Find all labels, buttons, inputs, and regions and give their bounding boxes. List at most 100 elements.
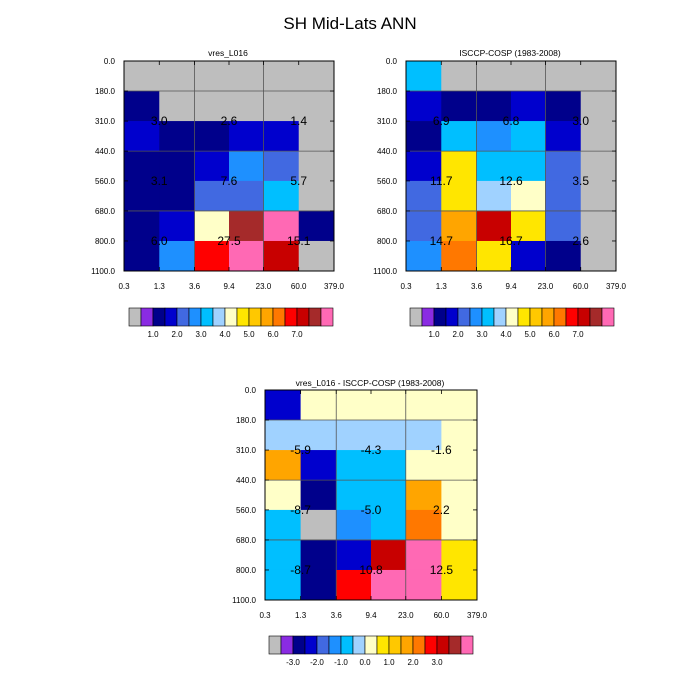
colorbar-label: 2.0 xyxy=(452,330,464,339)
heatmap-cell xyxy=(476,151,512,182)
x-tick-label: 60.0 xyxy=(573,282,589,291)
group-value-label: 6.0 xyxy=(151,234,168,248)
heatmap-cell xyxy=(476,210,512,242)
heatmap-cell xyxy=(441,240,477,272)
colorbar-label: -1.0 xyxy=(334,658,348,667)
heatmap-cell xyxy=(229,180,264,212)
heatmap-cell xyxy=(229,61,264,92)
heatmap-cell xyxy=(545,180,582,212)
colorbar-swatch xyxy=(436,635,450,655)
colorbar: -3.0 -2.0 -1.0 0.0 1.0 2.0 3.0 xyxy=(268,635,474,667)
x-tick-label: 60.0 xyxy=(434,611,450,620)
group-value-label: -5.9 xyxy=(290,443,311,457)
x-tick-label: 379.0 xyxy=(467,611,488,620)
group-value-label: 15.1 xyxy=(287,234,311,248)
heatmap-cell xyxy=(580,121,617,152)
colorbar-swatch xyxy=(400,635,414,655)
heatmap-cell xyxy=(406,180,442,212)
group-value-label: 3.5 xyxy=(572,174,589,188)
y-tick-label: 680.0 xyxy=(377,207,398,216)
heatmap-cell xyxy=(194,121,230,152)
heatmap-cell xyxy=(194,91,230,122)
y-tick-label: 440.0 xyxy=(377,147,398,156)
x-tick-label: 3.6 xyxy=(331,611,343,620)
heatmap-cell xyxy=(371,420,407,451)
x-tick-label: 3.6 xyxy=(189,282,201,291)
heatmap-cell xyxy=(298,91,335,122)
heatmap-cell xyxy=(300,569,337,601)
heatmap-cell xyxy=(159,121,195,152)
colorbar-label: 1.0 xyxy=(428,330,440,339)
heatmap-cell xyxy=(159,151,195,182)
y-tick-label: 310.0 xyxy=(377,117,398,126)
heatmap-cell xyxy=(371,390,407,421)
heatmap-cell xyxy=(229,210,264,242)
heatmap-cell xyxy=(371,509,407,541)
colorbar-swatch xyxy=(433,307,447,327)
colorbar-swatch xyxy=(268,635,282,655)
colorbar-swatch xyxy=(517,307,531,327)
colorbar-swatch xyxy=(280,635,294,655)
y-tick-label: 0.0 xyxy=(245,386,257,395)
y-tick-label: 180.0 xyxy=(377,87,398,96)
colorbar-swatch xyxy=(272,307,286,327)
heatmap-cell xyxy=(441,390,478,421)
heatmap-cell xyxy=(300,420,337,451)
heatmap-cell xyxy=(298,180,335,212)
panel-title-difference: vres_L016 - ISCCP-COSP (1983-2008) xyxy=(296,378,445,388)
group-value-label: 3.0 xyxy=(151,114,168,128)
group-value-label: 6.9 xyxy=(433,114,450,128)
heatmap-cell xyxy=(298,61,335,92)
y-tick-label: 800.0 xyxy=(236,566,257,575)
group-value-label: -8.7 xyxy=(290,563,311,577)
heatmap-cell xyxy=(580,151,617,182)
heatmap-cell xyxy=(336,480,372,511)
heatmap-cell xyxy=(159,210,195,242)
colorbar-swatch xyxy=(284,307,298,327)
panel-isccp-cosp: ISCCP-COSP (1983-2008) 0.3 1.3 3.6 9.4 23.0 6… xyxy=(373,48,626,339)
colorbar-swatch xyxy=(248,307,262,327)
x-tick-label: 23.0 xyxy=(398,611,414,620)
colorbar-swatch xyxy=(469,307,483,327)
y-tick-label: 0.0 xyxy=(386,57,398,66)
heatmap-cell xyxy=(229,240,264,272)
y-tick-label: 440.0 xyxy=(236,476,257,485)
heatmap-cell xyxy=(371,450,407,481)
heatmap-cell xyxy=(441,539,478,571)
heatmap-cell xyxy=(263,240,300,272)
group-value-label: 1.4 xyxy=(290,114,307,128)
colorbar-swatch xyxy=(152,307,166,327)
heatmap-cell xyxy=(476,240,512,272)
heatmap-cell xyxy=(476,121,512,152)
colorbar-label: 1.0 xyxy=(147,330,159,339)
heatmap-cell xyxy=(580,91,617,122)
colorbar-label: 2.0 xyxy=(407,658,419,667)
x-tick-label: 0.3 xyxy=(400,282,412,291)
y-tick-label: 1100.0 xyxy=(232,596,256,605)
colorbar-swatch xyxy=(328,635,342,655)
x-tick-label: 0.3 xyxy=(259,611,271,620)
heatmap-overlay: 0.3 1.3 3.6 9.4 23.0 60.0 379.0 0.0 180.0 310.0 44… xyxy=(91,57,344,291)
y-tick-label: 310.0 xyxy=(95,117,116,126)
group-value-label: -1.6 xyxy=(431,443,452,457)
colorbar-label: 7.0 xyxy=(572,330,584,339)
heatmap-cell xyxy=(545,210,582,242)
heatmap-cell xyxy=(300,390,337,421)
panel-difference: vres_L016 - ISCCP-COSP (1983-2008) 0.3 1.… xyxy=(232,378,487,667)
group-value-label: 16.7 xyxy=(499,234,523,248)
heatmap-cell xyxy=(298,121,335,152)
colorbar: 1.0 2.0 3.0 4.0 5.0 6.0 7.0 xyxy=(128,307,334,339)
x-tick-label: 9.4 xyxy=(223,282,235,291)
heatmap-cell xyxy=(336,539,372,571)
heatmap-cell xyxy=(545,121,582,152)
heatmap-cell xyxy=(265,509,302,541)
heatmap-cell xyxy=(263,121,300,152)
heatmap-cell xyxy=(194,61,230,92)
heatmap-cell xyxy=(263,210,300,242)
colorbar-swatch xyxy=(316,635,330,655)
heatmap-cell xyxy=(511,180,546,212)
colorbar-label: 2.0 xyxy=(171,330,183,339)
heatmap-cell xyxy=(406,121,442,152)
group-value-label: 7.6 xyxy=(221,174,238,188)
